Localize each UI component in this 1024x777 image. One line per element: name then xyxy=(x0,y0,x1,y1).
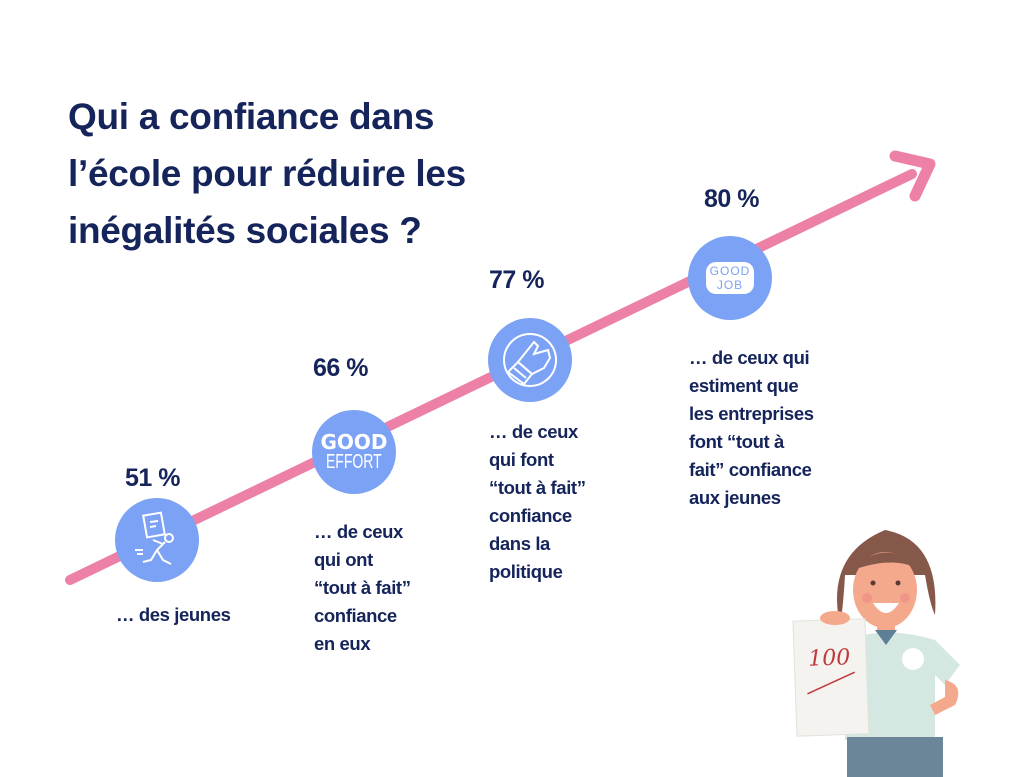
desc-line: “tout à fait” xyxy=(314,577,411,598)
paper-grade-text: 100 xyxy=(808,645,851,671)
desc-line: qui ont xyxy=(314,549,373,570)
desc-line: confiance xyxy=(489,505,572,526)
arrowhead-icon xyxy=(889,150,936,202)
item-description: … des jeunes xyxy=(116,601,231,629)
desc-line: … de ceux xyxy=(489,421,578,442)
item-description: … de ceux qui estiment que les entrepris… xyxy=(689,344,814,512)
good-effort-badge-icon: GOOD EFFORT xyxy=(312,410,396,494)
desc-line: dans la xyxy=(489,533,550,554)
desc-line: estiment que xyxy=(689,375,799,396)
desc-line: … de ceux qui xyxy=(689,347,810,368)
desc-line: les entreprises xyxy=(689,403,814,424)
grade-paper: 100 xyxy=(792,618,870,737)
title-line: inégalités sociales ? xyxy=(68,210,422,251)
badge-text: GOOD xyxy=(709,264,751,278)
badge-text: EFFORT xyxy=(326,451,382,473)
desc-line: … de ceux xyxy=(314,521,403,542)
percent-label: 51 % xyxy=(125,464,180,492)
thumbs-up-icon xyxy=(488,318,572,402)
desc-line: font “tout à xyxy=(689,431,784,452)
title-line: l’école pour réduire les xyxy=(68,153,466,194)
desc-line: confiance xyxy=(314,605,397,626)
desc-line: fait” confiance xyxy=(689,459,812,480)
item-description: … de ceux qui ont “tout à fait” confianc… xyxy=(314,518,411,658)
badge-text: JOB xyxy=(716,278,744,292)
percent-label: 80 % xyxy=(704,185,759,213)
desc-line: qui font xyxy=(489,449,554,470)
desc-line: aux jeunes xyxy=(689,487,781,508)
item-description: … de ceux qui font “tout à fait” confian… xyxy=(489,418,586,586)
desc-line: “tout à fait” xyxy=(489,477,586,498)
percent-label: 66 % xyxy=(313,354,368,382)
desc-line: en eux xyxy=(314,633,371,654)
running-student-icon xyxy=(115,498,199,582)
girl-with-grade-illustration: 100 xyxy=(792,530,960,777)
percent-label: 77 % xyxy=(489,266,544,294)
desc-line: politique xyxy=(489,561,563,582)
title-line: Qui a confiance dans xyxy=(68,96,435,137)
good-job-badge-icon: GOOD JOB xyxy=(688,236,772,320)
desc-line: … des jeunes xyxy=(116,604,231,625)
badge-text: GOOD xyxy=(320,430,388,454)
page-title: Qui a confiance dans l’école pour réduir… xyxy=(68,88,466,259)
